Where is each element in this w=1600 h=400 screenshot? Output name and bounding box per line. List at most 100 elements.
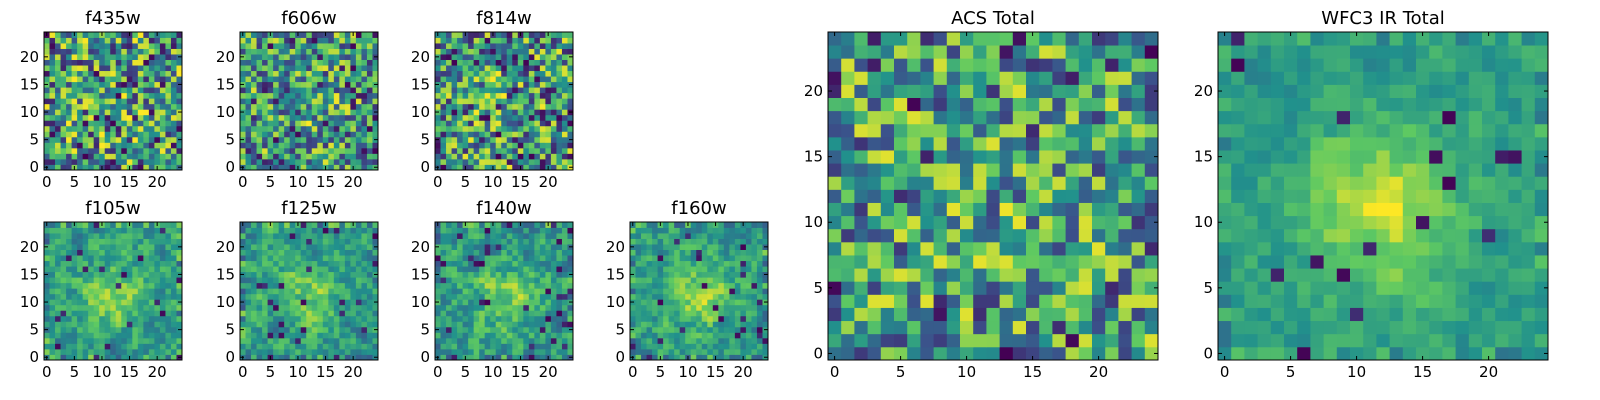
heatmap-cell	[300, 310, 307, 317]
heatmap-cell	[1065, 333, 1080, 348]
heatmap-cell	[273, 348, 280, 355]
heatmap-cell	[523, 54, 530, 60]
heatmap-cell	[333, 114, 340, 121]
heatmap-cell	[143, 120, 150, 127]
heatmap-cell	[165, 37, 172, 44]
heatmap-cell	[707, 233, 714, 239]
heatmap-cell	[82, 142, 89, 149]
heatmap-cell	[143, 326, 150, 333]
heatmap-cell	[685, 299, 692, 306]
heatmap-cell	[479, 43, 486, 49]
heatmap-cell	[1039, 163, 1053, 177]
heatmap-cell	[143, 37, 150, 44]
heatmap-cell	[322, 255, 329, 262]
heatmap-cell	[701, 299, 708, 306]
heatmap-cell	[550, 164, 557, 171]
heatmap-cell	[322, 43, 329, 49]
heatmap-cell	[635, 260, 642, 267]
heatmap-cell	[126, 310, 133, 317]
heatmap-cell	[317, 233, 324, 239]
heatmap-cell	[328, 227, 335, 234]
heatmap-cell	[44, 48, 50, 55]
heatmap-cell	[126, 326, 133, 333]
heatmap-cell	[523, 48, 530, 55]
heatmap-cell	[311, 136, 318, 143]
heatmap-cell	[495, 304, 502, 311]
heatmap-cell	[663, 260, 670, 267]
heatmap-cell	[894, 320, 908, 335]
heatmap-cell	[355, 70, 362, 77]
heatmap-cell	[734, 343, 741, 350]
heatmap-cell	[273, 136, 280, 143]
heatmap-cell	[484, 32, 491, 38]
heatmap-cell	[104, 114, 111, 121]
heatmap-cell	[317, 244, 324, 250]
heatmap-cell	[176, 87, 183, 94]
heatmap-cell	[479, 54, 486, 60]
heatmap-cell	[1078, 228, 1093, 243]
heatmap-cell	[734, 260, 741, 267]
heatmap-cell	[328, 65, 335, 72]
heatmap-cell	[635, 315, 642, 322]
heatmap-cell	[143, 59, 150, 66]
heatmap-cell	[484, 321, 491, 328]
heatmap-cell	[484, 315, 491, 322]
heatmap-cell	[718, 277, 725, 284]
heatmap-cell	[446, 332, 452, 339]
heatmap-cell	[920, 307, 934, 322]
heatmap-cell	[523, 153, 530, 160]
heatmap-cell	[104, 70, 111, 77]
heatmap-cell	[495, 147, 502, 154]
heatmap-cell	[762, 238, 769, 245]
heatmap-cell	[1026, 281, 1040, 295]
heatmap-cell	[440, 238, 447, 245]
heatmap-cell	[49, 54, 56, 60]
heatmap-cell	[361, 125, 368, 132]
heatmap-cell	[946, 320, 961, 335]
heatmap-cell	[132, 48, 139, 55]
heatmap-cell	[289, 136, 296, 143]
heatmap-cell	[49, 321, 56, 328]
heatmap-cell	[104, 354, 111, 361]
heatmap-cell	[523, 249, 530, 256]
heatmap-cell	[646, 266, 653, 273]
heatmap-cell	[517, 299, 524, 306]
heatmap-cell	[734, 293, 741, 300]
heatmap-cell	[696, 310, 703, 317]
heatmap-cell	[333, 249, 340, 256]
heatmap-cell	[262, 255, 268, 262]
x-tick-label: 10	[483, 363, 502, 381]
heatmap-cell	[77, 98, 84, 105]
heatmap-cell	[154, 343, 161, 350]
heatmap-cell	[132, 293, 139, 300]
heatmap-cell	[176, 76, 183, 83]
heatmap-cell	[556, 103, 563, 110]
heatmap-cell	[907, 294, 921, 308]
heatmap-cell	[663, 343, 670, 350]
heatmap-cell	[723, 282, 730, 289]
heatmap-cell	[110, 222, 117, 228]
heatmap-cell	[550, 114, 557, 121]
heatmap-cell	[104, 76, 111, 83]
heatmap-cell	[894, 228, 908, 243]
heatmap-cell	[267, 136, 274, 143]
heatmap-cell	[366, 255, 373, 262]
heatmap-cell	[630, 343, 636, 350]
heatmap-cell	[49, 277, 56, 284]
heatmap-cell	[251, 277, 257, 284]
heatmap-cell	[137, 120, 144, 127]
heatmap-cell	[539, 304, 546, 311]
heatmap-cell	[284, 164, 291, 171]
heatmap-cell	[311, 32, 318, 38]
heatmap-cell	[635, 227, 642, 234]
heatmap-cell	[457, 103, 463, 110]
heatmap-cell	[176, 37, 183, 44]
heatmap-cell	[451, 299, 458, 306]
heatmap-cell	[1105, 215, 1119, 230]
heatmap-cell	[273, 70, 280, 77]
heatmap-cell	[446, 337, 452, 344]
heatmap-cell	[867, 307, 882, 322]
heatmap-cell	[132, 337, 139, 344]
heatmap-cell	[712, 282, 719, 289]
heatmap-cell	[366, 277, 373, 284]
